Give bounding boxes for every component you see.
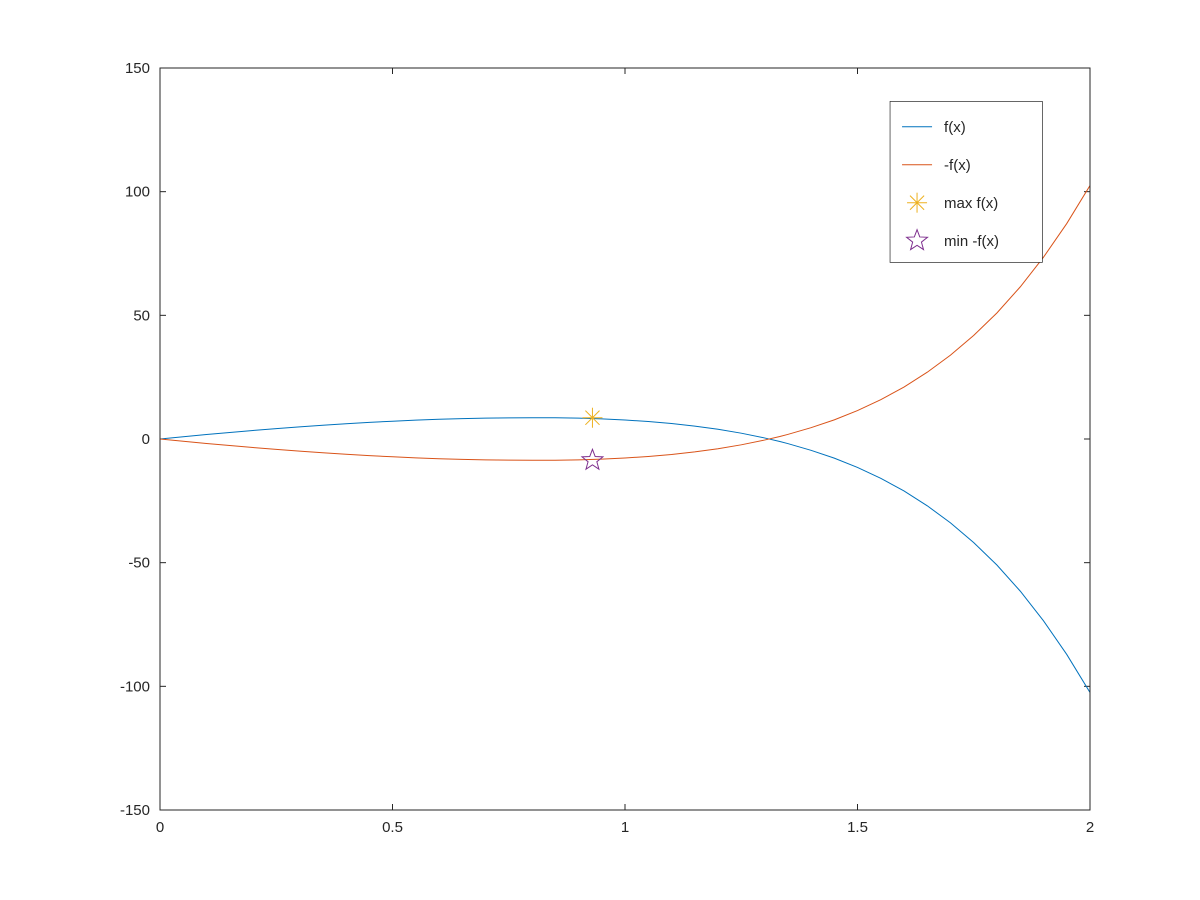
y-tick-label: -50 [128, 555, 150, 572]
chart-svg: 0 0.5 1 1.5 2 -150 -100 -50 0 50 100 150 f(x) -f(x) ma… [0, 0, 1200, 900]
y-tick-label: -150 [120, 802, 150, 819]
x-tick-label: 2 [1086, 819, 1094, 836]
y-tick-label: 50 [133, 307, 150, 324]
y-tick-label: 0 [142, 431, 150, 448]
x-tick-label: 0.5 [382, 819, 403, 836]
x-tick-label: 1.5 [847, 819, 868, 836]
legend: f(x) -f(x) max f(x) min -f(x) [890, 101, 1042, 262]
y-tick-label: 100 [125, 184, 150, 201]
marker-asterisk [582, 408, 602, 428]
chart-container: 0 0.5 1 1.5 2 -150 -100 -50 0 50 100 150 f(x) -f(x) ma… [0, 0, 1200, 900]
legend-label: -f(x) [944, 157, 971, 174]
x-tick-label: 0 [156, 819, 164, 836]
x-tick-label: 1 [621, 819, 629, 836]
y-tick-label: -100 [120, 678, 150, 695]
legend-label: min -f(x) [944, 233, 999, 250]
legend-label: f(x) [944, 119, 966, 136]
y-tick-label: 150 [125, 60, 150, 77]
legend-label: max f(x) [944, 195, 998, 212]
marker-asterisk [907, 193, 927, 213]
